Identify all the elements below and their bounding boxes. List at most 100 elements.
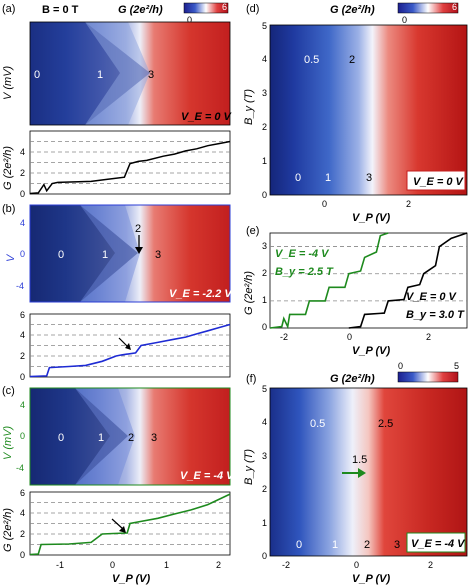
- panel-b: (b) 0 1 2 3 V_E = -2.2 V V 4 0 -4 0 2 4 …: [2, 203, 233, 382]
- legend-black-b: B_y = 3.0 T: [406, 309, 465, 321]
- ytick-e-0: 0: [262, 322, 267, 332]
- region-label-b-1: 1: [102, 249, 108, 261]
- gate-label-c: V_E = -4 V: [180, 470, 235, 482]
- map-ytick-b-0: 0: [20, 249, 25, 259]
- region-label-f-3: 3: [394, 539, 400, 551]
- colorbar-d: [397, 2, 459, 14]
- ylabel-d: B_y (T): [243, 89, 255, 125]
- cut-line-c: [29, 493, 231, 556]
- ytick-d-3: 3: [262, 88, 267, 98]
- map-b-region-0: [30, 205, 138, 302]
- gate-label-f: V_E = -4 V: [411, 538, 466, 550]
- colorbar-min-d: 0: [402, 15, 407, 25]
- map-ytick-c-0: 0: [20, 431, 25, 441]
- ytick-f-5: 5: [262, 384, 267, 394]
- region-label-c-0: 0: [58, 432, 64, 444]
- region-label-d-3: 3: [366, 172, 372, 184]
- plot-e: [269, 232, 468, 329]
- conductance-map-f: [270, 388, 467, 556]
- panel-d: (d) G (2e²/h) 0 6 0 1 3 0.5 2 V_E = 0 V …: [243, 2, 468, 224]
- gate-label-box-d: [406, 170, 466, 191]
- xtick-d-2: 2: [406, 199, 411, 209]
- xlabel-f: V_P (V): [352, 573, 390, 585]
- colorbar-min-f: 0: [398, 361, 403, 371]
- panel-letter-d: (d): [246, 3, 259, 15]
- panel-letter-e: (e): [246, 225, 259, 237]
- map-b-region-1: [80, 205, 140, 302]
- xlabel-c: V_P (V): [112, 573, 150, 585]
- xtick-c-2: 2: [216, 560, 221, 570]
- map-f-frame: [269, 387, 468, 557]
- map-ytick-b-neg4: -4: [16, 281, 24, 291]
- region-label-b-2: 2: [135, 223, 141, 235]
- xtick-f-neg2: -2: [282, 560, 290, 570]
- region-label-f-0-5: 0.5: [310, 418, 325, 430]
- gate-label-a: V_E = 0 V: [181, 111, 233, 123]
- region-label-d-1: 1: [325, 172, 331, 184]
- xtick-e-0: 0: [347, 332, 352, 342]
- legend-black-ve: V_E = 0 V: [406, 291, 458, 303]
- colorbar-f: [397, 371, 459, 383]
- region-label-a-3: 3: [148, 69, 154, 81]
- cut-ytick-a-2: 2: [20, 168, 25, 178]
- ytick-d-1: 1: [262, 156, 267, 166]
- map-a-region-0: [30, 22, 150, 125]
- colorbar-max-f: 5: [454, 361, 459, 371]
- cut-ytick-b-4: 4: [20, 330, 25, 340]
- ytick-d-4: 4: [262, 54, 267, 64]
- region-label-c-1: 1: [98, 432, 104, 444]
- arrow-b-cut-shaft: [118, 337, 129, 348]
- colorbar-a: [183, 2, 229, 14]
- arrow-b-cut-head: [125, 343, 131, 350]
- colorbar-max-d: 6: [452, 2, 457, 12]
- colorbar-label-a: G (2e²/h): [118, 4, 163, 16]
- gate-label-d: V_E = 0 V: [413, 176, 465, 188]
- ytick-f-1: 1: [262, 518, 267, 528]
- map-d-frame: [269, 24, 468, 196]
- cut-ytick-c-6: 6: [20, 488, 25, 498]
- region-label-a-1: 1: [97, 69, 103, 81]
- ytick-e-3: 3: [262, 241, 267, 251]
- ytick-d-0: 0: [262, 190, 267, 200]
- gate-label-b: V_E = -2.2 V: [169, 288, 233, 300]
- map-ytick-b-4: 4: [20, 218, 25, 228]
- xtick-e-neg2: -2: [280, 332, 288, 342]
- region-label-b-3: 3: [155, 249, 161, 261]
- region-label-d-0-5: 0.5: [304, 54, 319, 66]
- conductance-map-d: [270, 25, 467, 195]
- region-label-f-2: 2: [364, 539, 370, 551]
- map-c-region-0: [30, 388, 128, 485]
- map-c-region-1: [75, 388, 135, 485]
- map-c-frame: [29, 387, 231, 486]
- region-label-f-1: 1: [332, 539, 338, 551]
- colorbar-label-f: G (2e²/h): [330, 373, 375, 385]
- cut-ytick-a-4: 4: [20, 147, 25, 157]
- panel-letter-b: (b): [2, 203, 15, 215]
- arrow-c-cut-shaft: [111, 518, 124, 530]
- cut-ytick-a-0: 0: [20, 189, 25, 199]
- ytick-f-4: 4: [262, 417, 267, 427]
- panel-letter-f: (f): [246, 373, 256, 385]
- xlabel-e: V_P (V): [352, 345, 390, 357]
- map-ylabel-c: V (mV): [2, 425, 14, 460]
- cut-ytick-c-2: 2: [20, 529, 25, 539]
- xtick-e-2: 2: [426, 332, 431, 342]
- xtick-f-0: 0: [354, 560, 359, 570]
- line-e-green: [269, 232, 389, 330]
- arrow-c-cut-head: [119, 526, 126, 533]
- map-a-region-1: [85, 22, 150, 125]
- cut-ylabel-c: G (2e²/h): [2, 508, 14, 552]
- gate-label-box-f: [406, 532, 466, 553]
- arrow-f-head: [358, 468, 366, 478]
- map-ytick-c-neg4: -4: [16, 463, 24, 473]
- panel-a: (a) B = 0 T G (2e²/h) 0 6 0 1 3 V_E = 0 …: [2, 2, 233, 199]
- ytick-f-3: 3: [262, 451, 267, 461]
- cut-ytick-c-0: 0: [20, 550, 25, 560]
- ytick-d-5: 5: [262, 21, 267, 31]
- ytick-e-2: 2: [262, 268, 267, 278]
- xtick-c-1: 1: [164, 560, 169, 570]
- region-label-c-2: 2: [128, 432, 134, 444]
- xlabel-d: V_P (V): [352, 212, 390, 224]
- grid-e: [270, 246, 467, 302]
- map-ylabel-a: V (mV): [2, 65, 14, 100]
